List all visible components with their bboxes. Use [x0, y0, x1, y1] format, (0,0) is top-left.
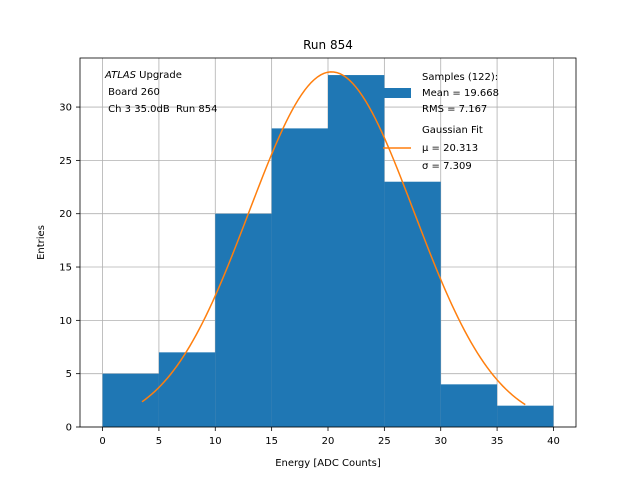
- y-tick-label: 0: [66, 423, 72, 434]
- histogram-bar: [328, 75, 385, 427]
- legend-samples-swatch: [383, 88, 411, 98]
- y-axis-ticks: 0 5 10 15 20 25 30: [59, 103, 80, 434]
- annotation-board: Board 260: [105, 87, 160, 98]
- legend: Samples (122): Mean = 19.668 RMS = 7.167…: [383, 72, 499, 172]
- y-tick-label: 20: [59, 209, 72, 220]
- x-tick-label: 5: [156, 436, 162, 447]
- annotation-channel-run: Ch 3 35.0dB Run 854: [105, 104, 218, 115]
- histogram-bar: [497, 405, 554, 427]
- y-axis-label: Entries: [36, 225, 47, 260]
- x-tick-label: 35: [491, 436, 504, 447]
- histogram-bar: [215, 213, 272, 427]
- gaussian-fit-curve: [141, 71, 526, 406]
- legend-samples-title: Samples (122):: [422, 72, 498, 83]
- legend-samples-mean: Mean = 19.668: [422, 88, 499, 99]
- x-tick-label: 30: [434, 436, 447, 447]
- legend-fit-mu: μ = 20.313: [422, 143, 478, 154]
- x-axis-label: Energy [ADC Counts]: [275, 458, 381, 469]
- chart-title: Run 854: [303, 38, 353, 52]
- x-tick-label: 20: [322, 436, 335, 447]
- histogram-bar: [271, 128, 328, 428]
- x-tick-label: 0: [99, 436, 105, 447]
- histogram-bar: [440, 384, 498, 427]
- y-tick-label: 5: [66, 369, 72, 380]
- legend-fit-title: Gaussian Fit: [422, 125, 483, 136]
- histogram-bars: [102, 75, 554, 428]
- histogram-bar: [158, 352, 216, 427]
- x-tick-label: 25: [378, 436, 391, 447]
- x-tick-label: 10: [209, 436, 222, 447]
- x-tick-label: 15: [265, 436, 278, 447]
- annotation-experiment: ATLAS Upgrade: [104, 70, 182, 81]
- histogram-bar: [102, 373, 159, 427]
- y-tick-label: 25: [59, 156, 72, 167]
- legend-fit-sigma: σ = 7.309: [422, 161, 472, 172]
- x-tick-label: 40: [547, 436, 560, 447]
- y-tick-label: 10: [59, 316, 72, 327]
- x-axis-ticks: 0 5 10 15 20 25 30 35 40: [99, 427, 560, 447]
- histogram-bar: [384, 181, 441, 427]
- annotation-block: ATLAS Upgrade Board 260 Ch 3 35.0dB Run …: [104, 70, 218, 115]
- y-tick-label: 30: [59, 103, 72, 114]
- y-tick-label: 15: [59, 263, 72, 274]
- legend-samples-rms: RMS = 7.167: [422, 104, 487, 115]
